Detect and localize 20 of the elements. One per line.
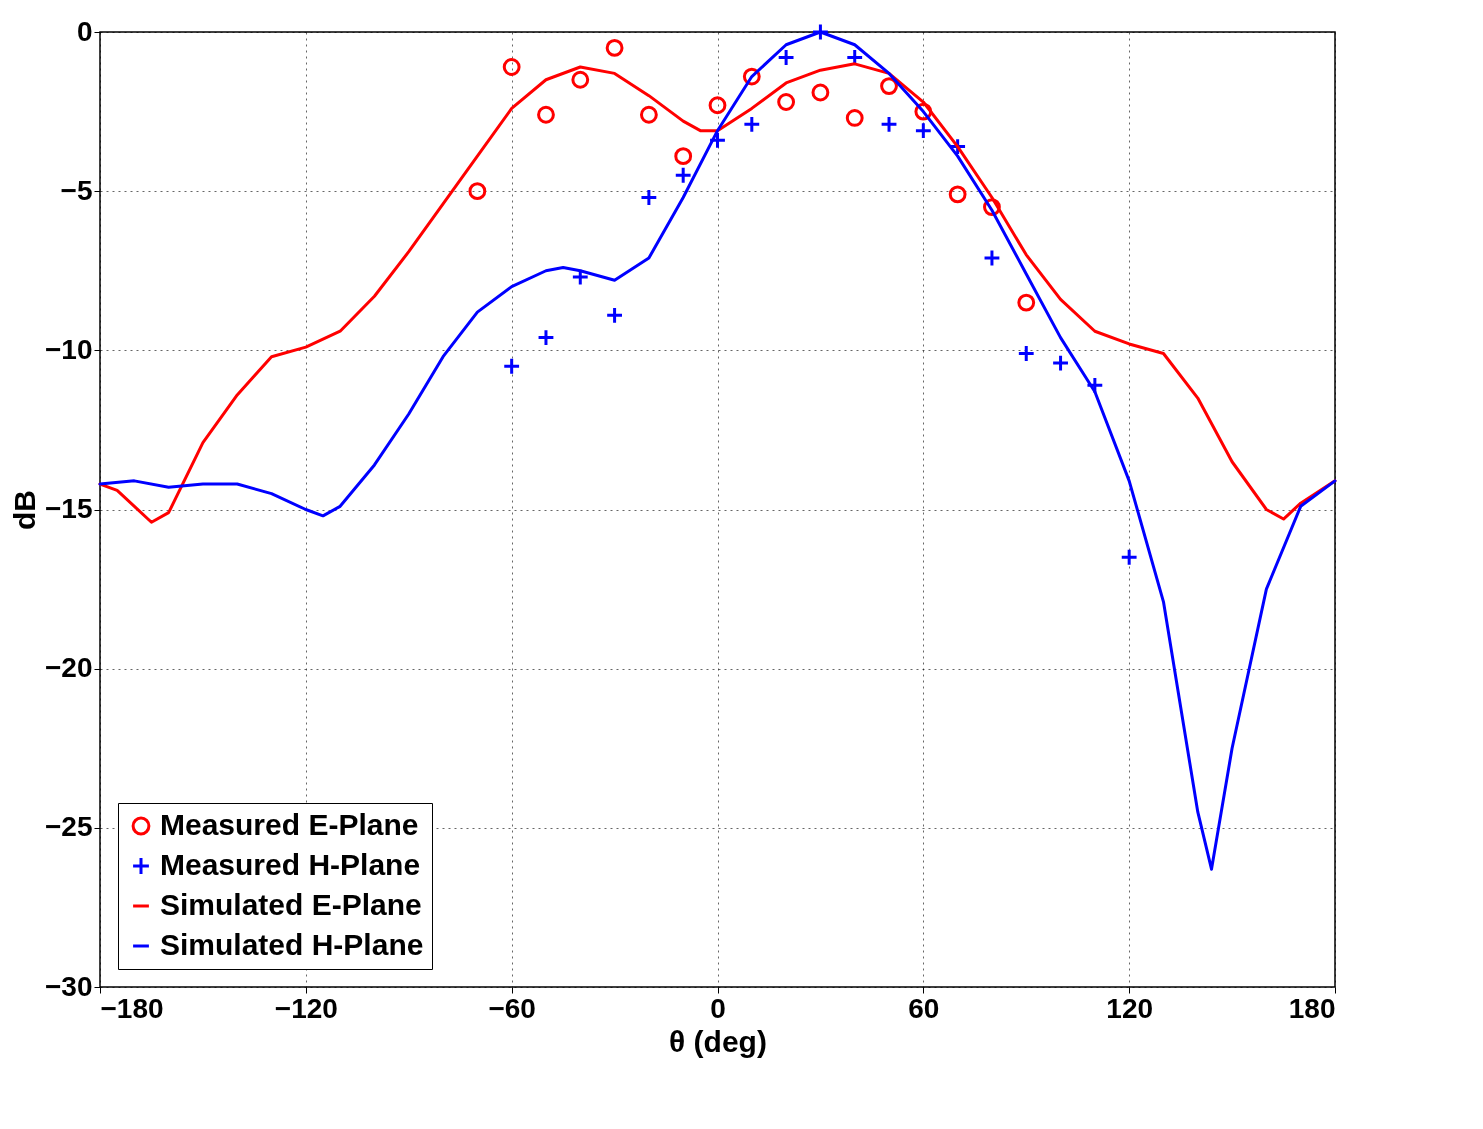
y-tick-label: −5 [60,174,93,206]
x-tick-label: −120 [274,992,338,1024]
x-tick-label: −180 [100,992,164,1024]
y-tick-label: 0 [76,15,93,47]
x-tick-label: 180 [1288,992,1336,1024]
y-tick-label: −10 [45,333,93,365]
y-tick-label: −15 [45,493,93,524]
legend-label: Measured H-Plane [160,848,421,881]
legend-label: Measured E-Plane [160,808,419,841]
x-tick-label: 60 [908,992,940,1024]
y-axis-title: dB [8,490,41,530]
y-tick-label: −30 [45,970,93,1002]
y-tick-label: −25 [45,811,93,843]
x-tick-label: 120 [1106,992,1154,1024]
x-tick-label: 0 [710,992,726,1024]
y-tick-label: −20 [45,652,93,684]
x-tick-label: −60 [488,992,536,1024]
legend-label: Simulated E-Plane [160,888,422,921]
x-axis-title: θ (deg) [669,1024,767,1058]
legend-label: Simulated H-Plane [160,928,424,961]
